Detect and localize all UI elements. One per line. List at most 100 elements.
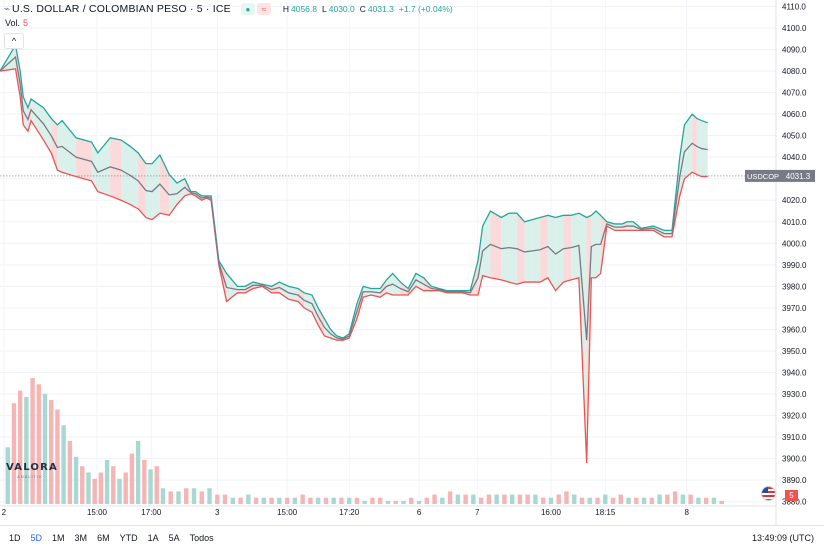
time-tick-label: 8 <box>685 508 690 517</box>
volume-bar <box>401 500 406 504</box>
band-fills <box>0 45 708 463</box>
range-button-1a[interactable]: 1A <box>147 532 159 543</box>
time-axis[interactable]: 2 15:00 17:00 3 15:00 17:20 6 7 16:00 18:15 8 <box>0 505 776 517</box>
price-tick-label: 4090.0 <box>782 46 807 55</box>
volume-bar <box>11 403 17 504</box>
volume-bar <box>478 497 484 504</box>
time-tick-label: 3 <box>215 508 220 517</box>
price-tick-label: 3910.0 <box>782 433 807 442</box>
symbol-badge-bg <box>745 169 781 182</box>
range-selector: 1D 5D 1M 3M 6M YTD 1A 5A Todos <box>9 533 214 543</box>
volume-bar <box>502 494 507 504</box>
volume-bar <box>378 497 383 504</box>
volume-bar <box>696 497 701 504</box>
volume-bar <box>176 491 181 504</box>
volume-bar <box>238 497 243 504</box>
volume-bar <box>300 494 305 504</box>
price-tick-label: 4040.0 <box>782 153 807 162</box>
volume-bar <box>199 491 204 504</box>
volume-bar <box>556 494 561 504</box>
volume-bar <box>98 472 104 504</box>
volume-bar <box>80 466 85 504</box>
time-tick-label: 15:00 <box>87 508 108 517</box>
volume-bar <box>168 491 173 504</box>
range-button-6m[interactable]: 6M <box>97 532 110 543</box>
volume-bar <box>339 497 344 504</box>
price-tick-label: 3920.0 <box>782 412 807 421</box>
series-line-mid <box>0 55 708 341</box>
range-button-1d[interactable]: 1D <box>9 532 21 543</box>
volume-bar <box>424 497 429 504</box>
volume-bar <box>117 478 122 504</box>
volume-bar <box>154 466 159 504</box>
price-tick-label: 4060.0 <box>782 110 807 119</box>
volume-bar <box>672 491 678 504</box>
range-button-3m[interactable]: 3M <box>74 532 88 543</box>
symbol-title[interactable]: U.S. DOLLAR / COLOMBIAN PESO · 5 · ICE <box>12 3 231 15</box>
band-fill <box>684 114 693 179</box>
volume-bar <box>129 453 135 504</box>
price-chart[interactable]: 3880.0 3890.0 3900.0 3910.0 3920.0 3930.0 3940… <box>0 0 824 525</box>
volume-bar <box>42 393 48 504</box>
volume-bar <box>292 497 298 504</box>
price-tick-label: 3900.0 <box>782 455 807 464</box>
volume-bar <box>541 497 546 504</box>
band-fill <box>555 215 564 291</box>
chart-grid <box>0 0 776 506</box>
volume-bar <box>634 497 639 504</box>
time-tick-label: 16:00 <box>541 508 562 517</box>
change-value: +1.7 (+0.04%) <box>398 4 453 14</box>
price-tick-label: 4080.0 <box>782 67 807 76</box>
range-button-ytd[interactable]: YTD <box>119 532 138 543</box>
volume-bar <box>409 497 414 504</box>
volume-bar <box>711 497 717 504</box>
range-button-1m[interactable]: 1M <box>52 532 65 543</box>
volume-bar <box>393 500 398 504</box>
time-tick-label: 17:20 <box>339 508 360 517</box>
volume-bar <box>440 497 445 504</box>
volume-bar <box>222 494 228 504</box>
price-axis[interactable]: 3880.0 3890.0 3900.0 3910.0 3920.0 3930.0 3940… <box>775 0 807 525</box>
volume-legend: Vol. 5 <box>5 18 28 28</box>
volume-bar <box>688 494 693 504</box>
close-label: C <box>359 4 366 14</box>
volume-bar <box>447 491 453 504</box>
chart-style-icon[interactable]: ⌁ <box>4 3 11 15</box>
volume-bar <box>269 497 274 504</box>
volume-bar <box>191 488 197 504</box>
range-button-todos[interactable]: Todos <box>189 532 214 543</box>
volume-badge: 5 <box>785 490 798 501</box>
clock[interactable]: 13:49:09 (UTC) <box>751 532 814 543</box>
volume-bar <box>308 497 313 504</box>
chart-legend: ⌁ U.S. DOLLAR / COLOMBIAN PESO · 5 · ICE… <box>0 0 453 18</box>
market-open-icon[interactable]: ● <box>240 3 255 15</box>
volume-bar <box>455 494 461 504</box>
volume-bar <box>626 497 631 504</box>
volume-bar <box>416 500 422 504</box>
range-button-5a[interactable]: 5A <box>168 532 180 543</box>
band-fill <box>591 211 596 278</box>
price-tick-label: 3960.0 <box>782 325 807 334</box>
collapse-legend-button[interactable]: ^ <box>4 33 24 49</box>
time-tick-label: 17:00 <box>141 508 162 517</box>
band-fill <box>400 282 409 295</box>
price-badge-value: 4031.3 <box>786 172 811 181</box>
compare-icon[interactable]: ≈ <box>256 3 271 15</box>
band-fill <box>516 213 525 285</box>
price-tick-label: 3890.0 <box>782 476 807 485</box>
price-lines <box>0 43 708 463</box>
volume-bar <box>525 494 530 504</box>
volume-bar <box>24 396 29 504</box>
high-value: 4056.8 <box>291 4 317 14</box>
range-button-5d[interactable]: 5D <box>30 532 43 543</box>
volume-bar <box>618 494 623 504</box>
price-tick-label: 3990.0 <box>782 261 807 270</box>
logo-text: VALORA <box>6 462 58 473</box>
volume-bar <box>61 425 66 504</box>
volume-bar <box>603 494 608 504</box>
price-tick-label: 4020.0 <box>782 196 807 205</box>
volume-bar <box>331 497 336 504</box>
volume-bar <box>362 500 367 504</box>
ohlc-values: H 4056.8 L 4030.0 C 4031.3 +1.7 (+0.04%) <box>283 4 453 14</box>
volume-bar <box>160 488 166 504</box>
